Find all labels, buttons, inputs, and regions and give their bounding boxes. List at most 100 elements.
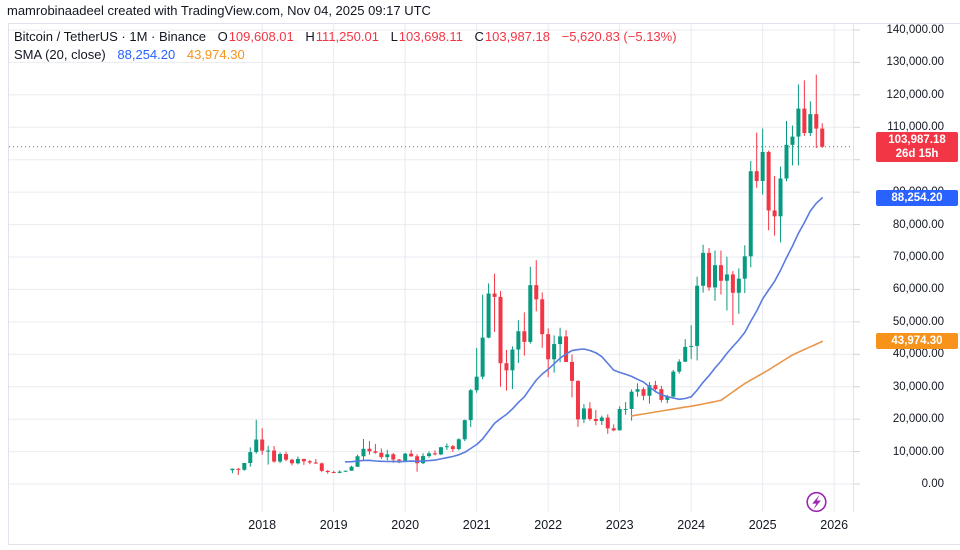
price-axis-label: 110,000.00 — [887, 121, 944, 134]
price-axis-label: 120,000.00 — [886, 88, 944, 101]
candle-body — [599, 417, 604, 422]
candle-body — [623, 408, 628, 410]
candle — [367, 441, 372, 455]
time-axis-label: 2021 — [462, 518, 491, 532]
candle-body — [480, 337, 485, 377]
candle-body — [635, 389, 640, 392]
price-axis-label: 30,000.00 — [892, 380, 944, 393]
candle-body — [689, 345, 694, 347]
legend-open-label: O — [217, 29, 228, 44]
price-axis[interactable]: 0.00 10,000.00 20,000.00 30,000.00 40,000.00… — [853, 24, 960, 512]
candle — [611, 424, 616, 432]
candle — [808, 101, 813, 137]
candle — [671, 370, 676, 398]
candle-body — [534, 285, 539, 300]
candle — [605, 414, 610, 434]
candle — [522, 312, 527, 356]
candle-body — [272, 450, 277, 462]
candle-body — [289, 459, 294, 464]
candle-body — [665, 396, 670, 400]
legend-high-value: 111,250.01 — [315, 29, 379, 44]
candle-body — [754, 171, 759, 182]
candle-body — [540, 299, 545, 335]
legend-sma-row[interactable]: SMA (20, close) 88,254.20 43,974.30 — [14, 47, 245, 62]
candle-body — [575, 380, 580, 420]
price-axis-label: 0.00 — [921, 478, 944, 490]
candle — [284, 451, 289, 462]
candle — [510, 346, 515, 390]
candle — [689, 325, 694, 360]
candle-body — [516, 331, 521, 350]
candle-body — [349, 466, 354, 471]
candle — [468, 388, 473, 428]
candle-body — [444, 446, 449, 448]
candle — [534, 260, 539, 312]
logo-bolt — [812, 494, 821, 510]
candle — [695, 276, 700, 361]
candle-body — [671, 371, 676, 397]
time-axis-label: 2026 — [820, 518, 849, 532]
candle — [438, 446, 443, 456]
candle — [623, 402, 628, 415]
candle-body — [236, 468, 241, 470]
candle — [272, 446, 277, 463]
bar-close-countdown: 26d 15h — [895, 147, 939, 160]
sma-indicator-label[interactable]: SMA (20, close) — [14, 47, 106, 62]
legend-low-label: L — [390, 29, 398, 44]
candle-body — [325, 470, 330, 472]
candle-body — [718, 265, 723, 281]
candle-body — [301, 458, 306, 462]
candle-body — [421, 456, 426, 464]
candle — [653, 380, 658, 391]
legend-symbol-row[interactable]: Bitcoin / TetherUS · 1M · Binance O109,6… — [14, 29, 677, 44]
candle — [266, 445, 271, 465]
candle — [236, 467, 241, 475]
candle — [409, 449, 414, 457]
price-axis-label: 20,000.00 — [892, 413, 944, 426]
candle-body — [677, 361, 682, 372]
legend-high-label: H — [305, 29, 315, 44]
candle — [373, 444, 378, 454]
candle — [778, 166, 783, 243]
time-axis-label: 2023 — [605, 518, 634, 532]
candle — [677, 359, 682, 374]
candle — [421, 453, 426, 465]
candle — [754, 132, 759, 188]
candle — [784, 120, 789, 182]
candle-body — [808, 114, 813, 134]
candle-body — [468, 390, 473, 421]
candle — [301, 458, 306, 465]
legend-low-value: 103,698.11 — [398, 29, 463, 44]
candle-body — [653, 385, 658, 390]
candle — [587, 402, 592, 421]
candle-body — [248, 452, 253, 464]
candle-body — [230, 468, 235, 471]
chart-border — [8, 23, 960, 545]
candle-body — [385, 454, 390, 458]
candle — [647, 382, 652, 404]
candle — [337, 470, 342, 474]
time-axis[interactable]: 2018 2019 2020 2021 2022 2023 2024 2025 2026 — [8, 512, 853, 544]
candle-body — [593, 418, 598, 422]
candle-body — [498, 296, 503, 364]
candle — [730, 271, 735, 326]
candle-body — [367, 448, 372, 452]
candle-body — [802, 108, 807, 134]
candle — [718, 250, 723, 295]
candle-body — [284, 454, 289, 460]
time-axis-label: 2019 — [319, 518, 348, 532]
lightning-logo-icon[interactable] — [806, 491, 827, 513]
candle — [403, 452, 408, 462]
candle-body — [784, 144, 789, 179]
candle — [379, 448, 384, 459]
price-axis-label: 50,000.00 — [892, 315, 944, 328]
candle — [581, 404, 586, 424]
candle — [385, 449, 390, 461]
candle-body — [695, 285, 700, 346]
legend-symbol[interactable]: Bitcoin / TetherUS · 1M · Binance — [14, 29, 206, 44]
price-axis-label: 10,000.00 — [892, 445, 944, 458]
candle — [480, 294, 485, 380]
candle-body — [736, 278, 741, 293]
